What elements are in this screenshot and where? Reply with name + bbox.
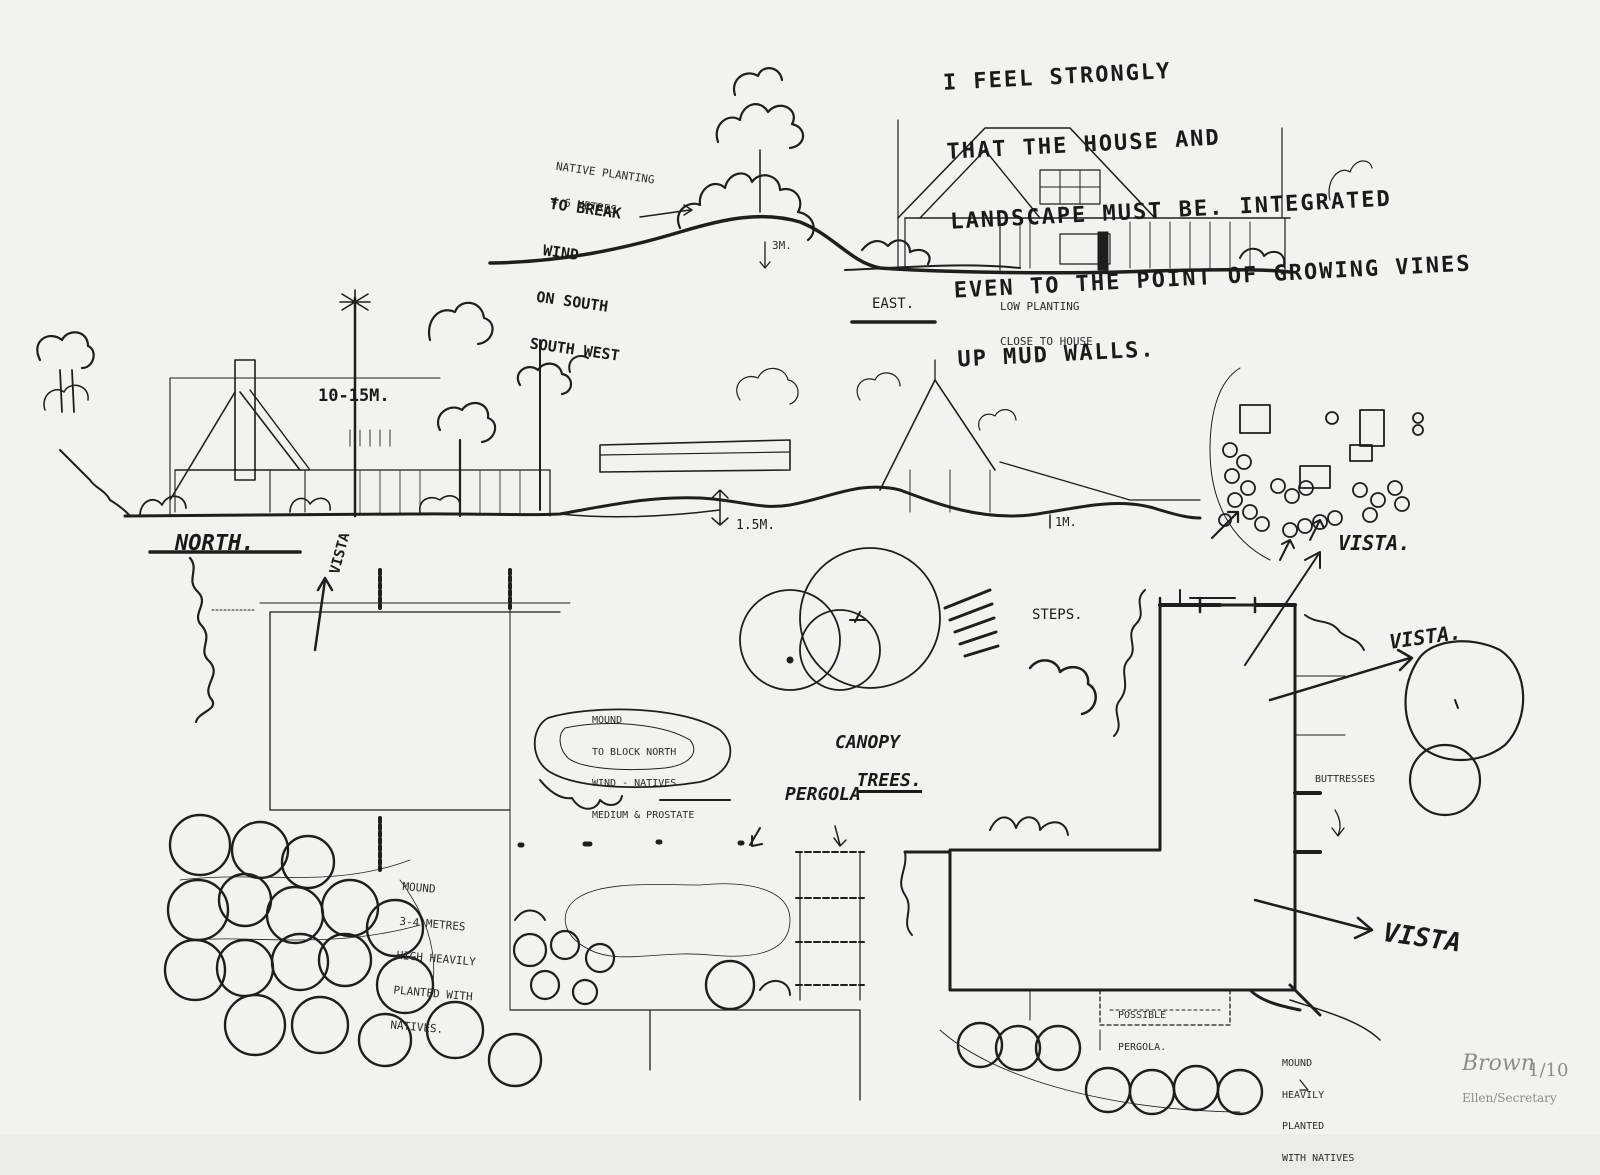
low-planting-line-2: CLOSE TO HOUSE — [1000, 334, 1093, 348]
possible-pergola-note: POSSIBLE PERGOLA. — [1118, 990, 1166, 1064]
mound-right-line-4: WITH NATIVES — [1282, 1152, 1355, 1164]
mound-left-line-1: MOUND — [401, 880, 437, 896]
steps-label: STEPS. — [1032, 607, 1083, 623]
north-elevation-sketch — [36, 289, 1202, 554]
pencil-sheet-number: 1/10 — [1528, 1060, 1569, 1081]
vista-label-top: VISTA. — [1338, 531, 1411, 555]
north-elevation-title: NORTH. — [175, 531, 255, 556]
possible-pergola-line-1: POSSIBLE — [1118, 1010, 1167, 1021]
courtyard-plan-sketch — [1209, 367, 1424, 561]
mound-right-line-3: PLANTED — [1282, 1121, 1325, 1132]
buttresses-label: BUTTRESSES — [1315, 774, 1376, 785]
mound-height-label: 1.5M. — [736, 518, 776, 533]
mound-right-line-2: HEAVILY — [1282, 1089, 1325, 1101]
small-height-label: 1M. — [1055, 515, 1077, 529]
canopy-trees-label: CANOPY TREES. — [835, 696, 922, 794]
canopy-line-1: CANOPY — [835, 731, 901, 753]
low-planting-note: LOW PLANTING CLOSE TO HOUSE — [1000, 278, 1093, 359]
native-note-line-4: WIND — [541, 241, 581, 264]
mound-north-line-4: MEDIUM & PROSTATE — [592, 809, 695, 821]
east-height-mark: 3M. — [772, 239, 792, 252]
possible-pergola-line-2: PERGOLA. — [1118, 1041, 1167, 1053]
site-plan-sketch — [163, 547, 1525, 1116]
native-note-line-3: TO BREAK — [548, 194, 623, 223]
mound-north-line-1: MOUND — [592, 715, 623, 726]
main-note-line-3: LANDSCAPE MUST BE. INTEGRATED — [949, 186, 1393, 235]
east-elevation-title: EAST. — [872, 296, 915, 312]
mound-right-note: MOUND HEAVILY PLANTED WITH NATIVES — [1282, 1038, 1354, 1175]
drawing-sheet: I FEEL STRONGLY THAT THE HOUSE AND LANDS… — [36, 59, 1569, 1164]
mound-left-line-5: NATIVES. — [389, 1018, 444, 1036]
pergola-label: PERGOLA — [785, 784, 861, 805]
mound-left-note: MOUND 3-4 METRES HIGH HEAVILY PLANTED WI… — [389, 858, 484, 1049]
mound-left-line-4: PLANTED WITH — [392, 983, 474, 1004]
mound-north-note: MOUND TO BLOCK NORTH WIND - NATIVES MEDI… — [592, 695, 694, 832]
mound-left-line-2: 3-4 METRES — [398, 914, 467, 934]
canopy-line-2: TREES. — [856, 771, 922, 794]
main-note-line-1: I FEEL STRONGLY — [942, 59, 1173, 97]
mound-north-line-2: TO BLOCK NORTH — [592, 746, 677, 758]
mound-left-line-3: HIGH HEAVILY — [395, 949, 477, 969]
main-note-line-2: THAT THE HOUSE AND — [945, 125, 1222, 166]
native-note-line-6: SOUTH WEST — [528, 334, 621, 365]
mound-north-line-3: WIND - NATIVES — [592, 778, 677, 789]
tree-height-label: 10-15M. — [318, 386, 390, 406]
east-elevation-sketch — [488, 67, 1373, 324]
native-note-line-5: ON SOUTH — [535, 287, 610, 316]
mound-right-line-1: MOUND — [1282, 1058, 1313, 1069]
pencil-signature: Brown — [1462, 1051, 1535, 1076]
pencil-catalog-note: Ellen/Secretary — [1462, 1091, 1557, 1105]
low-planting-line-1: LOW PLANTING — [1000, 300, 1080, 314]
sketch-linework — [36, 67, 1525, 1116]
